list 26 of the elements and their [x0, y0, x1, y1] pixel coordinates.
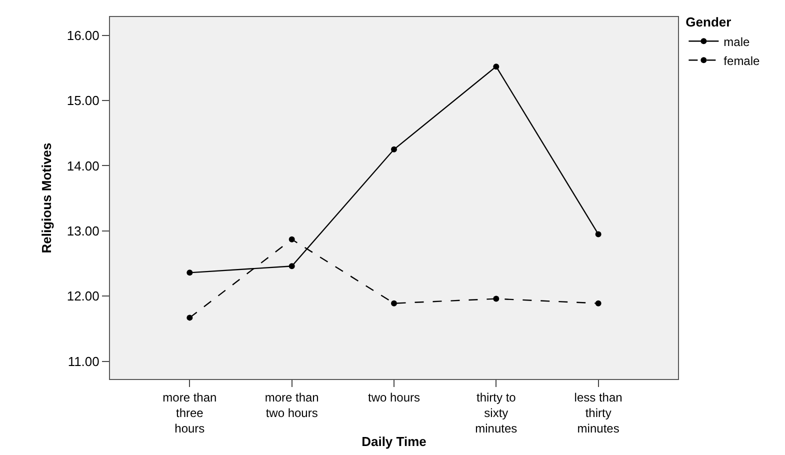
point — [288, 263, 295, 270]
point — [595, 231, 602, 238]
y-axis-title: Religious Motives — [38, 142, 54, 254]
y-tick-label: 11.00 — [68, 354, 100, 369]
x-tick-label: two hours — [368, 390, 420, 404]
point — [391, 146, 397, 152]
y-tick-label: 16.00 — [66, 28, 100, 43]
y-tick-label: 12.00 — [66, 288, 100, 304]
legend-label: female — [724, 54, 760, 68]
x-axis-title: Daily Time — [362, 434, 426, 450]
y-tick-label: 15.00 — [66, 93, 100, 108]
point — [391, 300, 397, 306]
point — [493, 64, 500, 70]
point — [186, 270, 193, 276]
x-tick-label: thirty to sixty minutes — [475, 390, 518, 436]
legend-title: Gender — [686, 14, 732, 30]
x-tick-label: less than thirty minutes — [574, 390, 622, 436]
point — [288, 236, 295, 242]
point — [493, 296, 500, 302]
x-tick-label: more than three hours — [162, 390, 217, 436]
x-tick-label: more than two hours — [264, 390, 319, 420]
y-tick-label: 14.00 — [66, 158, 100, 174]
legend-label: male — [724, 34, 750, 49]
point — [186, 314, 193, 321]
point — [595, 300, 602, 306]
y-tick-label: 13.00 — [66, 223, 100, 238]
